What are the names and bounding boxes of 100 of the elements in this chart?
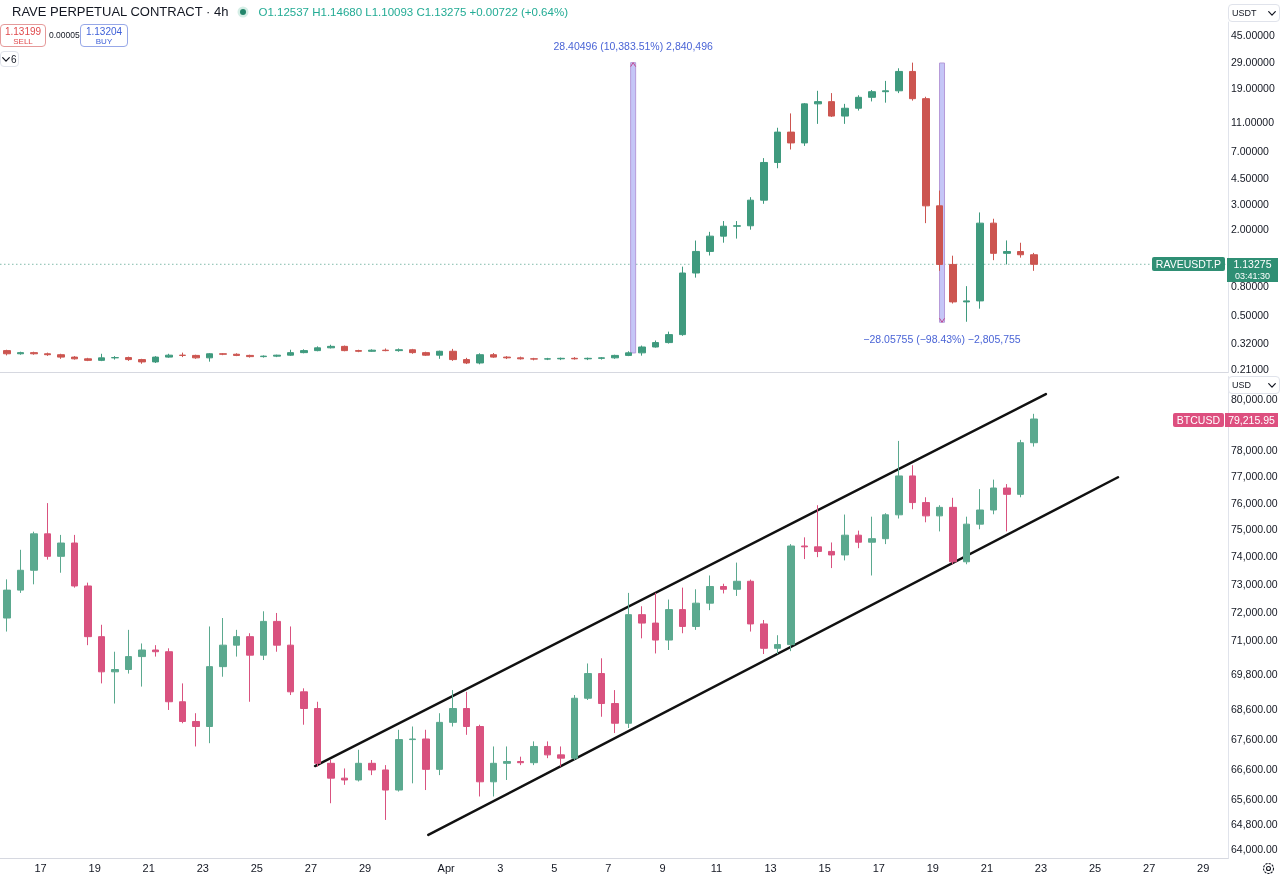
candlestick (868, 516, 876, 576)
candlestick (490, 352, 497, 359)
candlestick (368, 348, 376, 353)
candlestick (625, 350, 632, 357)
annotation: 1.13204 (84, 25, 124, 37)
x-tick-label: 15 (818, 862, 831, 874)
candlestick (17, 351, 24, 356)
y-tick-label: 76,000.00 (1231, 496, 1278, 509)
candlestick (679, 587, 686, 634)
candlestick (638, 345, 646, 357)
candlestick (936, 190, 943, 272)
candlestick (679, 266, 686, 337)
annotation: BTCUSD (1172, 413, 1224, 427)
candlestick (801, 536, 808, 560)
candlestick (1003, 483, 1011, 532)
candlestick (976, 211, 984, 310)
candlestick (936, 504, 943, 532)
candlestick (355, 749, 362, 782)
candlestick (260, 610, 267, 661)
candlestick (598, 356, 605, 361)
candlestick (517, 356, 524, 361)
y-tick-label: 64,000.00 (1231, 843, 1278, 856)
candlestick (436, 350, 443, 360)
candlestick (652, 340, 659, 349)
candlestick (30, 351, 38, 356)
chart-title: RAVE PERPETUAL CONTRACT · 4h (12, 4, 229, 20)
candlestick (490, 745, 497, 797)
y-tick-label: 0.80000 (1231, 279, 1270, 292)
candlestick (1017, 439, 1024, 498)
candlestick (219, 352, 227, 356)
candlestick (787, 112, 795, 150)
candlestick (665, 331, 673, 345)
candlestick (882, 512, 889, 545)
candlestick (125, 629, 132, 675)
x-tick-label: 29 (1197, 862, 1210, 874)
y-tick-label: 67,600.00 (1231, 732, 1278, 745)
y-tick-label: 7.00000 (1231, 144, 1270, 157)
candlestick (273, 354, 281, 358)
y-tick-label: 78,000.00 (1231, 444, 1278, 457)
y-tick-label: 64,800.00 (1231, 817, 1278, 830)
x-tick-label: 27 (1143, 862, 1156, 874)
x-tick-label: 23 (196, 862, 209, 874)
candlestick (476, 352, 484, 365)
y-tick-label: 65,600.00 (1231, 793, 1278, 806)
y-tick-label: 11.00000 (1231, 116, 1275, 129)
candlestick (382, 347, 389, 352)
candlestick (706, 574, 714, 611)
text: 1.13275 (1227, 258, 1278, 271)
candlestick (206, 625, 213, 744)
annotation: 0.00005 (49, 29, 80, 41)
text: 79,215.95 (1225, 413, 1278, 427)
candlestick (990, 218, 997, 261)
y-tick-label: 0.21000 (1231, 363, 1270, 376)
x-tick-label: 17 (872, 862, 885, 874)
candlestick (841, 514, 849, 561)
candlestick (801, 102, 808, 147)
candlestick (71, 534, 78, 589)
candlestick (503, 355, 511, 360)
data-label: 28.40496 (10,383.51%) 2,840,496 (553, 39, 713, 52)
candlestick (165, 353, 173, 359)
x-tick-label: 21 (980, 862, 994, 874)
candlestick (152, 644, 159, 658)
candlestick (368, 759, 376, 776)
annotation: 1.13199 (3, 25, 43, 37)
candlestick (571, 694, 578, 761)
candlestick (706, 231, 714, 256)
candlestick (300, 348, 308, 354)
chart-subtitle: O1.12537 H1.14680 L1.10093 C1.13275 +0.00722 (+0.64%) (258, 5, 568, 20)
candlestick (206, 352, 213, 363)
candlestick (409, 348, 416, 355)
x-tick-label: 17 (34, 862, 47, 874)
candlestick (17, 549, 24, 594)
candlestick (314, 345, 321, 352)
x-tick-label: Apr (437, 862, 456, 874)
candlestick (179, 352, 186, 358)
candlestick (152, 355, 159, 364)
candlestick (990, 479, 997, 515)
candlestick (530, 357, 538, 361)
y-tick-label: 72,000.00 (1231, 605, 1278, 618)
candlestick (584, 662, 592, 701)
x-tick-label: 25 (250, 862, 263, 874)
candlestick (530, 740, 538, 766)
candlestick (98, 353, 105, 362)
candlestick (165, 647, 173, 711)
candlestick (125, 356, 132, 362)
candlestick (98, 624, 105, 684)
candlestick (287, 625, 294, 696)
candlestick (476, 724, 484, 797)
candlestick (976, 488, 984, 530)
candlestick (720, 220, 727, 244)
candlestick (179, 682, 186, 724)
y-tick-label: 73,000.00 (1231, 577, 1278, 590)
candlestick (922, 96, 930, 224)
candlestick (692, 588, 700, 631)
candlestick (71, 355, 78, 361)
candlestick (463, 357, 470, 365)
candlestick (517, 756, 524, 766)
candlestick (246, 354, 254, 359)
candlestick (828, 541, 835, 569)
candlestick (246, 632, 254, 703)
